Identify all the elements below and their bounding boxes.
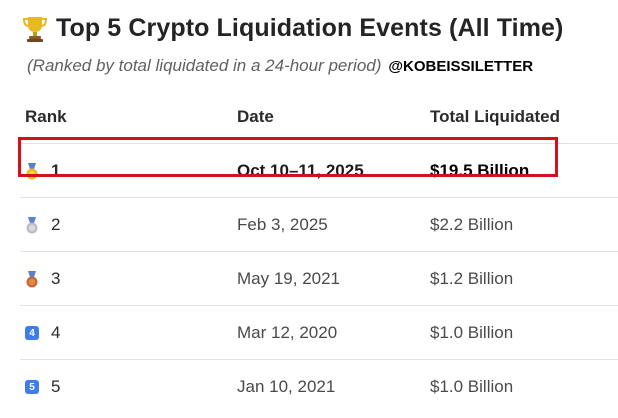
gold-medal-icon <box>26 162 38 179</box>
column-header-date: Date <box>237 107 274 126</box>
table-header-row: Rank Date Total Liquidated <box>0 90 618 144</box>
table-row: 3 May 19, 2021 $1.2 Billion <box>0 252 618 306</box>
column-header-total: Total Liquidated <box>430 107 561 126</box>
total-cell: $19.5 Billion <box>430 161 530 180</box>
table-row: 1 Oct 10–11, 2025 $19.5 Billion <box>0 144 618 198</box>
title-row: Top 5 Crypto Liquidation Events (All Tim… <box>22 12 563 44</box>
trophy-icon <box>22 17 48 42</box>
row-divider <box>20 143 618 144</box>
bronze-medal-icon <box>26 270 38 287</box>
rank-cell: 3 <box>25 252 60 306</box>
rank-cell: 5 5 <box>25 360 60 414</box>
column-header-rank: Rank <box>25 107 67 126</box>
date-cell: May 19, 2021 <box>237 269 341 288</box>
total-cell: $1.2 Billion <box>430 269 514 288</box>
rank-number: 5 <box>51 377 61 396</box>
row-divider <box>20 359 618 360</box>
rank-number: 2 <box>51 215 61 234</box>
silver-medal-icon <box>26 216 38 233</box>
table-row: 5 5 Jan 10, 2021 $1.0 Billion <box>0 360 618 414</box>
row-divider <box>20 251 618 252</box>
date-cell: Mar 12, 2020 <box>237 323 338 342</box>
table-row: 4 4 Mar 12, 2020 $1.0 Billion <box>0 306 618 360</box>
rank-number: 4 <box>51 323 61 342</box>
row-divider <box>20 305 618 306</box>
subtitle-row: (Ranked by total liquidated in a 24-hour… <box>27 56 533 76</box>
total-cell: $2.2 Billion <box>430 215 514 234</box>
rank-number: 3 <box>51 269 61 288</box>
page-title: Top 5 Crypto Liquidation Events (All Tim… <box>56 13 564 42</box>
author-handle: @KOBEISSILETTER <box>388 58 534 75</box>
total-cell: $1.0 Billion <box>430 377 514 396</box>
rank-number: 1 <box>51 161 61 180</box>
keycap-4-icon: 4 <box>25 326 39 340</box>
date-cell: Jan 10, 2021 <box>237 377 336 396</box>
keycap-5-icon: 5 <box>25 380 39 394</box>
date-cell: Feb 3, 2025 <box>237 215 328 234</box>
row-divider <box>20 197 618 198</box>
rank-cell: 1 <box>25 144 60 198</box>
total-cell: $1.0 Billion <box>430 323 514 342</box>
rank-cell: 2 <box>25 198 60 252</box>
date-cell: Oct 10–11, 2025 <box>237 161 364 180</box>
rank-cell: 4 4 <box>25 306 60 360</box>
subtitle: (Ranked by total liquidated in a 24-hour… <box>27 56 382 75</box>
table-row: 2 Feb 3, 2025 $2.2 Billion <box>0 198 618 252</box>
